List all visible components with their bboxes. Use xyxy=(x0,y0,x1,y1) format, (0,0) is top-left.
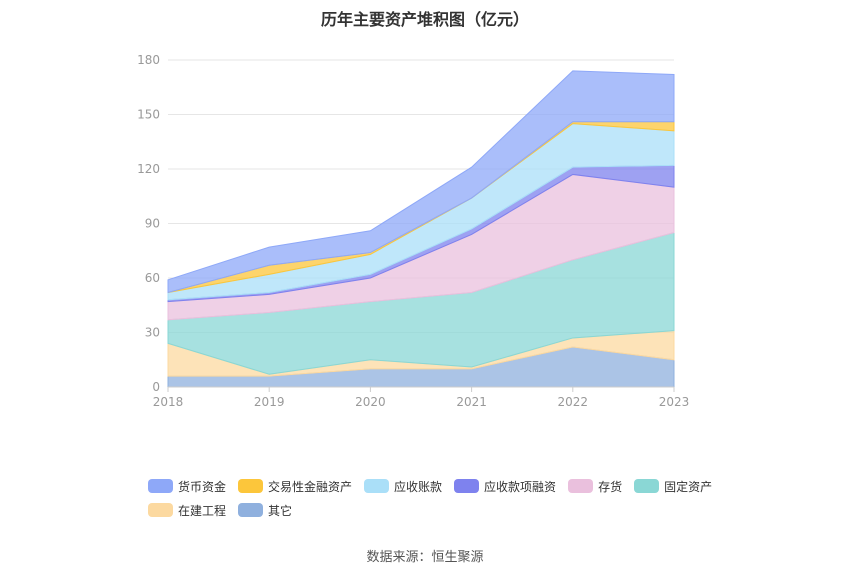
legend-label: 存货 xyxy=(598,479,623,494)
legend-label: 应收款项融资 xyxy=(484,479,557,494)
y-tick-label: 0 xyxy=(152,380,160,394)
legend-item[interactable]: 货币资金 xyxy=(148,478,226,495)
data-source-note: 数据来源：恒生聚源 xyxy=(366,550,484,565)
legend-item[interactable]: 在建工程 xyxy=(148,502,226,519)
x-tick-label: 2021 xyxy=(456,395,487,409)
area-series xyxy=(167,70,675,294)
x-tick-label: 2023 xyxy=(659,395,690,409)
legend-label: 交易性金融资产 xyxy=(268,479,353,494)
legend-row: 在建工程 其它 xyxy=(148,498,728,522)
y-tick-label: 180 xyxy=(137,53,160,67)
x-tick-label: 2019 xyxy=(254,395,285,409)
y-tick-label: 30 xyxy=(145,326,160,340)
legend-swatch xyxy=(364,479,390,493)
y-tick-label: 120 xyxy=(137,162,160,176)
chart-title: 历年主要资产堆积图（亿元） xyxy=(320,10,529,29)
legend-swatch xyxy=(454,479,480,493)
legend-swatch xyxy=(634,479,660,493)
legend-swatch xyxy=(238,479,264,493)
legend-label: 固定资产 xyxy=(664,479,713,494)
legend-swatch xyxy=(148,479,173,493)
legend-item[interactable]: 存货 xyxy=(568,478,622,495)
legend-item[interactable]: 其它 xyxy=(238,502,292,519)
x-tick-label: 2018 xyxy=(153,395,184,409)
legend-item[interactable]: 应收账款 xyxy=(364,478,442,495)
stacked-area-chart: 0 30 60 90 120 150 180 2018 2019 2020 2021 2022 2023 xyxy=(137,53,690,409)
x-tick-label: 2022 xyxy=(558,395,589,409)
legend-row: 货币资金 交易性金融资产 应收账款 应收款项融资 存货 固定资产 xyxy=(148,474,728,498)
legend: 货币资金 交易性金融资产 应收账款 应收款项融资 存货 固定资产 在建工程 其它 xyxy=(148,474,728,522)
y-tick-label: 150 xyxy=(137,108,160,122)
legend-item[interactable]: 固定资产 xyxy=(634,478,712,495)
x-tick-label: 2020 xyxy=(355,395,386,409)
legend-swatch xyxy=(148,503,173,517)
legend-label: 其它 xyxy=(268,503,293,518)
legend-item[interactable]: 应收款项融资 xyxy=(454,478,556,495)
legend-swatch xyxy=(568,479,594,493)
legend-label: 应收账款 xyxy=(394,479,443,494)
legend-swatch xyxy=(238,503,264,517)
legend-item[interactable]: 交易性金融资产 xyxy=(238,478,352,495)
legend-label: 货币资金 xyxy=(178,479,227,494)
y-tick-label: 60 xyxy=(145,271,160,285)
legend-label: 在建工程 xyxy=(178,503,227,518)
y-tick-label: 90 xyxy=(145,217,160,231)
